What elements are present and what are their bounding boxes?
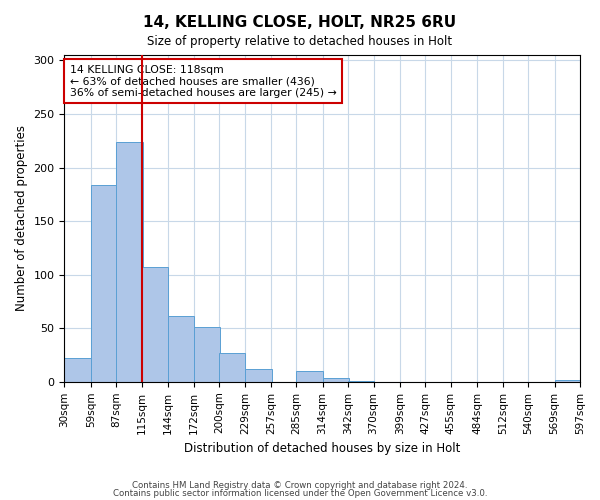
Text: Size of property relative to detached houses in Holt: Size of property relative to detached ho… — [148, 35, 452, 48]
Bar — [116, 142, 143, 382]
Bar — [219, 353, 245, 382]
X-axis label: Distribution of detached houses by size in Holt: Distribution of detached houses by size … — [184, 442, 460, 455]
Bar — [323, 378, 349, 382]
Bar — [168, 316, 194, 382]
Text: Contains HM Land Registry data © Crown copyright and database right 2024.: Contains HM Land Registry data © Crown c… — [132, 481, 468, 490]
Bar — [91, 184, 117, 382]
Text: 14, KELLING CLOSE, HOLT, NR25 6RU: 14, KELLING CLOSE, HOLT, NR25 6RU — [143, 15, 457, 30]
Bar — [296, 371, 323, 382]
Bar — [194, 327, 220, 382]
Bar — [142, 267, 168, 382]
Text: 14 KELLING CLOSE: 118sqm
← 63% of detached houses are smaller (436)
36% of semi-: 14 KELLING CLOSE: 118sqm ← 63% of detach… — [70, 65, 337, 98]
Bar — [554, 380, 581, 382]
Bar — [348, 380, 374, 382]
Bar — [245, 369, 272, 382]
Y-axis label: Number of detached properties: Number of detached properties — [15, 126, 28, 312]
Bar — [64, 358, 91, 382]
Text: Contains public sector information licensed under the Open Government Licence v3: Contains public sector information licen… — [113, 488, 487, 498]
